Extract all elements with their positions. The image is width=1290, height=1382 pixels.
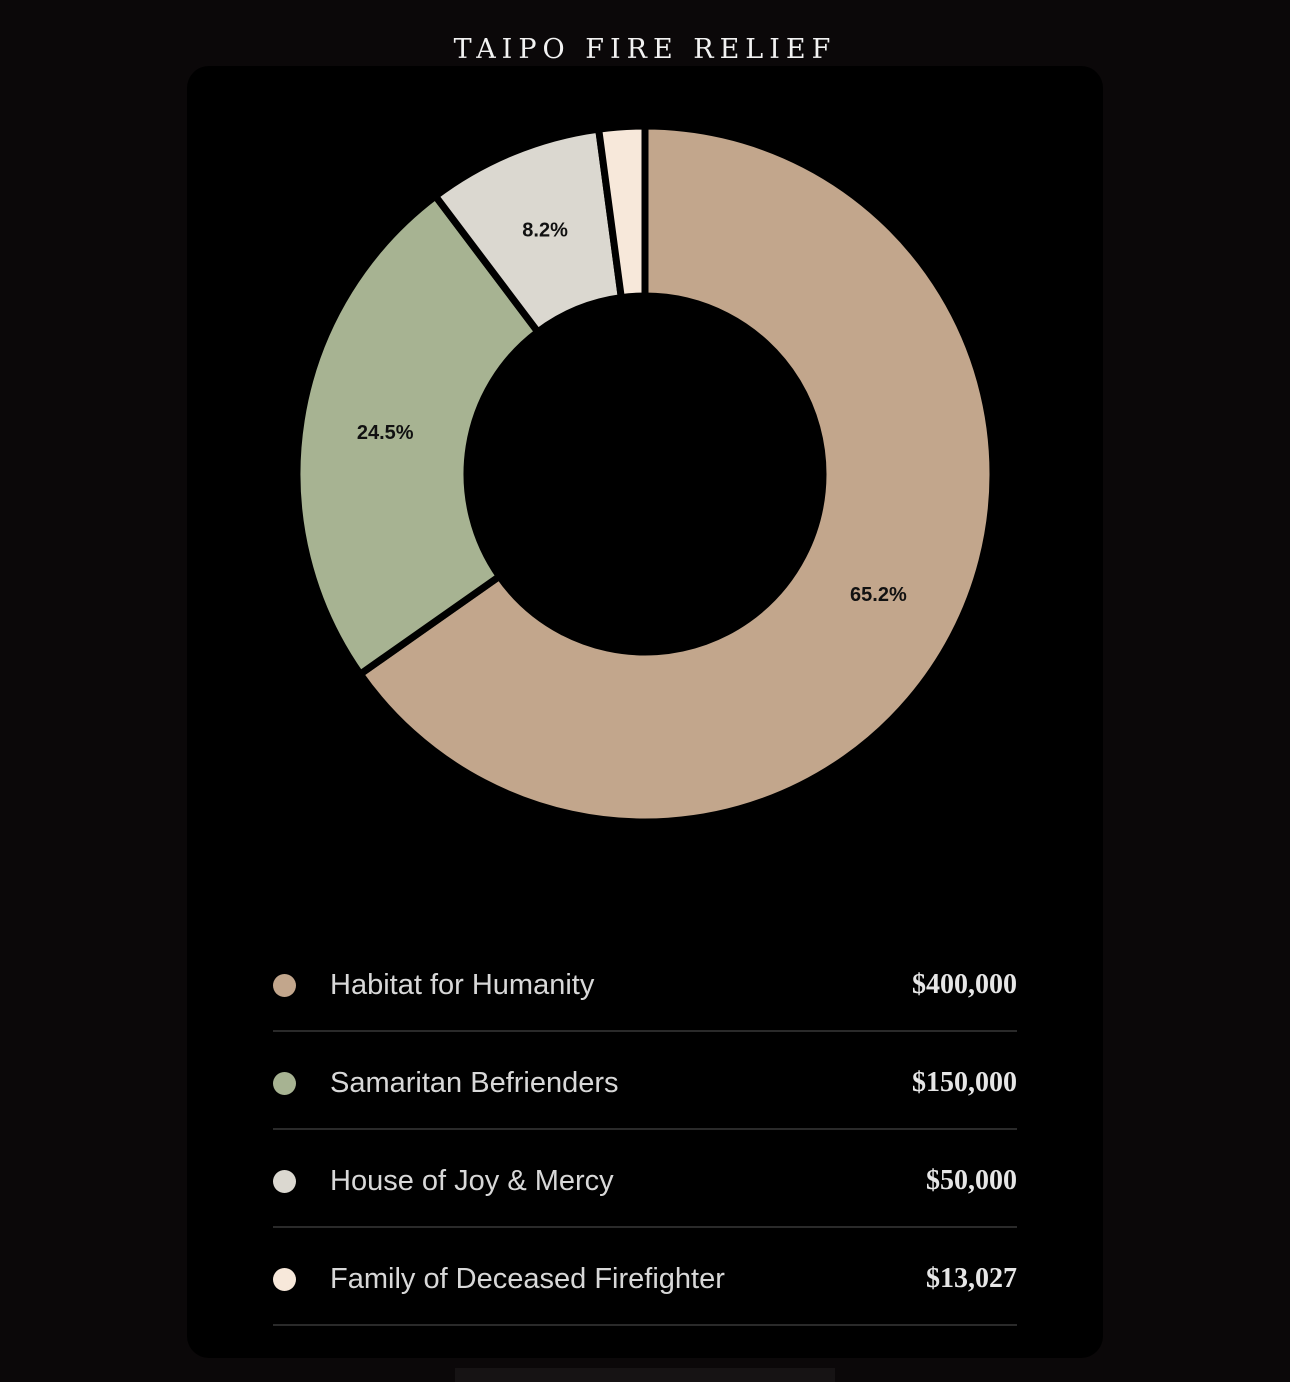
bottom-bar: [455, 1368, 835, 1382]
legend-item: Habitat for Humanity $400,000: [273, 936, 1017, 1032]
legend-amount: $150,000: [912, 1067, 1017, 1098]
legend-amount: $13,027: [926, 1263, 1017, 1294]
slice-percent-label: 24.5%: [357, 422, 414, 444]
legend-dot: [273, 1268, 296, 1291]
legend: Habitat for Humanity $400,000 Samaritan …: [273, 936, 1017, 1328]
legend-dot: [273, 1170, 296, 1193]
slice-percent-label: 8.2%: [522, 220, 568, 242]
donut-chart: 65.2% 24.5% 8.2%: [293, 122, 997, 826]
donut-slice: [594, 122, 649, 302]
legend-amount: $400,000: [912, 969, 1017, 1000]
legend-item: House of Joy & Mercy $50,000: [273, 1132, 1017, 1228]
donut-slice: [293, 191, 543, 679]
legend-label: House of Joy & Mercy: [330, 1165, 614, 1197]
legend-item: Family of Deceased Firefighter $13,027: [273, 1230, 1017, 1326]
legend-item: Samaritan Befrienders $150,000: [273, 1034, 1017, 1130]
legend-label: Samaritan Befrienders: [330, 1067, 619, 1099]
slice-percent-label: 65.2%: [850, 584, 907, 606]
legend-label: Family of Deceased Firefighter: [330, 1263, 725, 1295]
legend-dot: [273, 974, 296, 997]
legend-amount: $50,000: [926, 1165, 1017, 1196]
legend-dot: [273, 1072, 296, 1095]
donut-slice: [355, 122, 997, 826]
legend-label: Habitat for Humanity: [330, 969, 595, 1001]
page-title: TAIPO FIRE RELIEF: [453, 34, 837, 65]
